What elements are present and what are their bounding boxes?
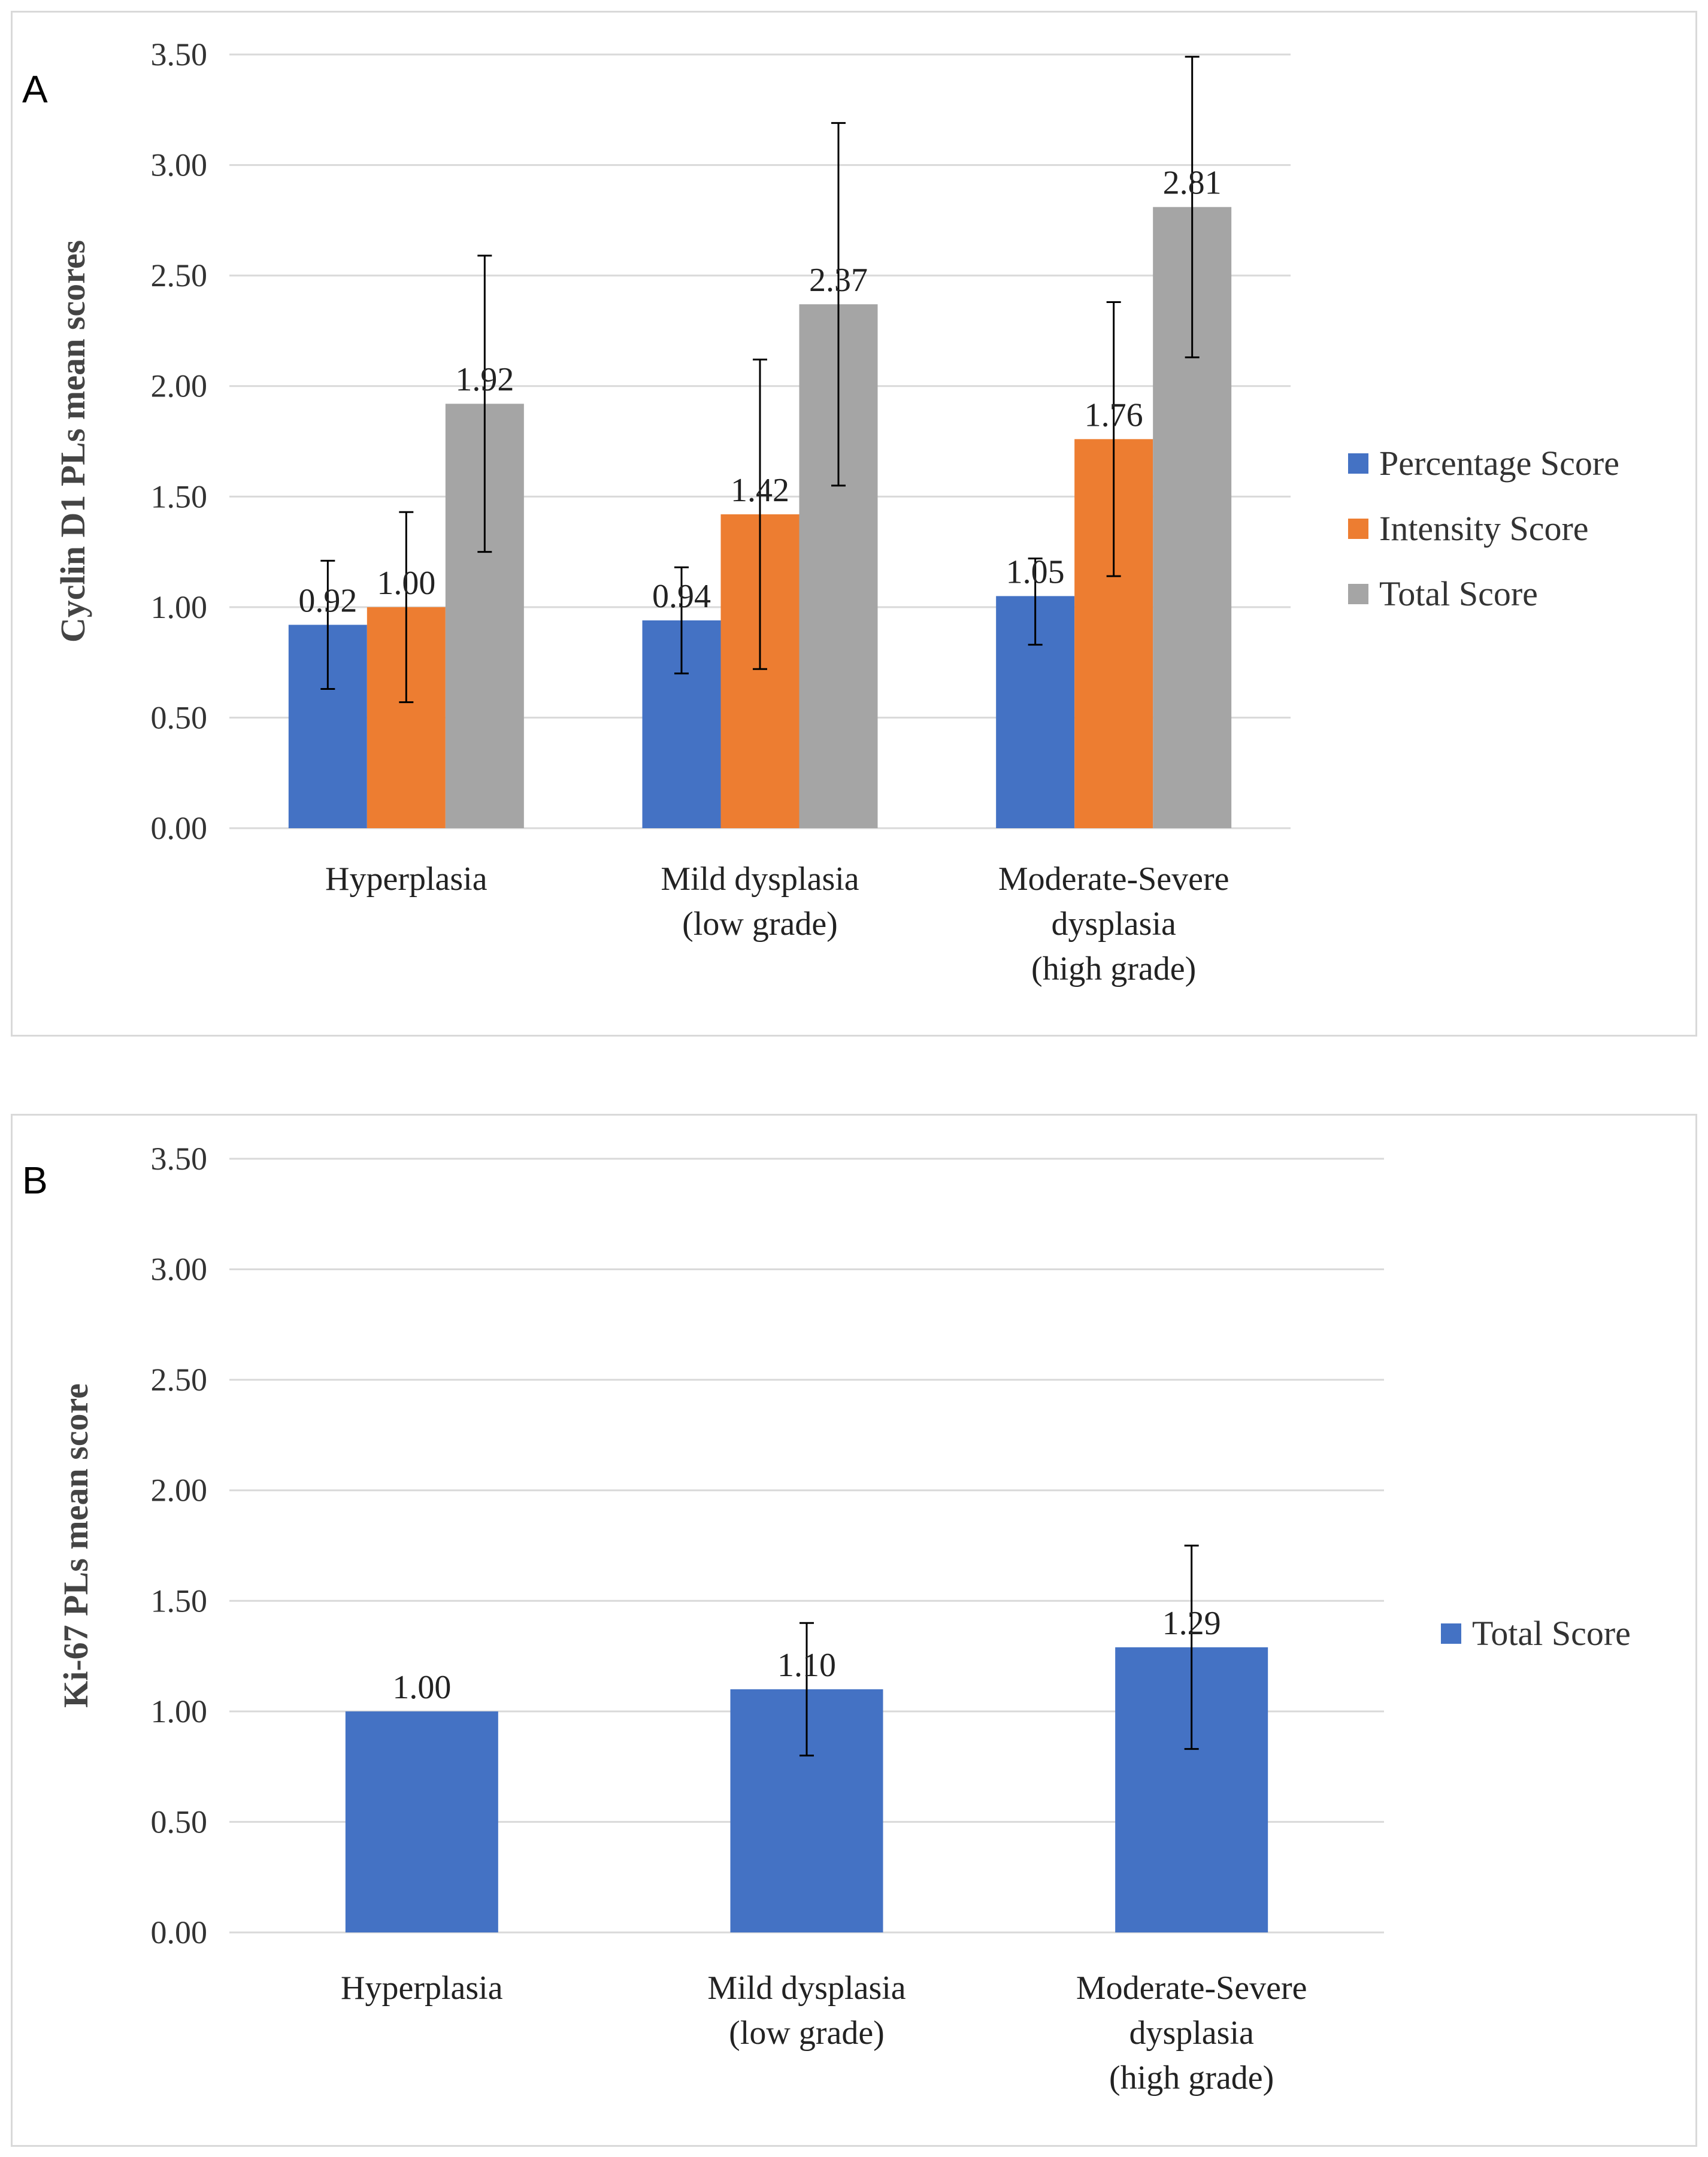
chart-panel-a: A 0.00 0.50 1.00 1.50 2.00 2.50 3.00 3.50 Cyclin… xyxy=(11,11,1697,1037)
legend-label: Intensity Score xyxy=(1379,509,1589,548)
category-label: Hyperplasia xyxy=(341,1970,503,2007)
category-label: Moderate-Severe xyxy=(998,861,1229,898)
data-label: 1.00 xyxy=(392,1669,451,1706)
data-label: 0.94 xyxy=(652,578,711,615)
y-axis-label: Cyclin D1 PLs mean scores xyxy=(53,240,92,643)
y-tick-label: 1.00 xyxy=(151,1694,208,1729)
category-label: Mild dysplasia xyxy=(707,1970,906,2007)
legend-label: Total Score xyxy=(1472,1614,1631,1653)
legend-swatch xyxy=(1348,453,1368,474)
data-label: 2.37 xyxy=(809,262,868,299)
y-tick-label: 1.00 xyxy=(151,589,208,625)
cyclin-d1-chart: A 0.00 0.50 1.00 1.50 2.00 2.50 3.00 3.50 Cyclin… xyxy=(22,37,1619,987)
category-label: Moderate-Severe xyxy=(1076,1970,1307,2007)
legend-label: Percentage Score xyxy=(1379,444,1619,483)
y-tick-label: 3.50 xyxy=(151,1141,208,1177)
data-label: 1.76 xyxy=(1085,396,1143,434)
category-label: (high grade) xyxy=(1109,2059,1274,2097)
y-tick-label: 0.00 xyxy=(151,1914,208,1950)
data-label: 1.00 xyxy=(377,565,435,602)
data-label: 1.42 xyxy=(731,472,789,509)
y-tick-label: 3.00 xyxy=(151,147,208,183)
bar xyxy=(345,1711,498,1932)
y-tick-label: 0.00 xyxy=(151,810,208,846)
legend-swatch xyxy=(1348,584,1368,604)
category-label: (low grade) xyxy=(729,2014,885,2052)
y-tick-label: 2.00 xyxy=(151,1473,208,1508)
data-label: 1.29 xyxy=(1162,1605,1221,1642)
y-tick-label: 1.50 xyxy=(151,478,208,514)
data-label: 1.92 xyxy=(455,361,514,398)
data-label: 1.05 xyxy=(1006,553,1065,590)
ki67-chart: B 0.00 0.50 1.00 1.50 2.00 2.50 3.00 3.50 Ki-67 … xyxy=(22,1141,1631,2097)
panel-label-a: A xyxy=(22,68,48,111)
y-tick-label: 0.50 xyxy=(151,699,208,735)
y-tick-label: 3.50 xyxy=(151,37,208,72)
legend-swatch xyxy=(1348,519,1368,539)
y-axis-label: Ki-67 PLs mean score xyxy=(56,1383,95,1708)
legend-swatch xyxy=(1441,1623,1461,1644)
panel-label-b: B xyxy=(22,1159,48,1202)
category-label: dysplasia xyxy=(1051,905,1176,943)
y-tick-label: 2.00 xyxy=(151,368,208,404)
y-tick-label: 1.50 xyxy=(151,1583,208,1619)
category-label: dysplasia xyxy=(1129,2014,1254,2052)
data-label: 0.92 xyxy=(298,582,357,619)
legend-label: Total Score xyxy=(1379,574,1538,613)
data-label: 2.81 xyxy=(1163,165,1222,202)
chart-panel-b: B 0.00 0.50 1.00 1.50 2.00 2.50 3.00 3.50 Ki-67 … xyxy=(11,1114,1697,2147)
data-label: 1.10 xyxy=(777,1647,836,1684)
category-label: (low grade) xyxy=(682,905,838,943)
y-tick-label: 0.50 xyxy=(151,1804,208,1840)
y-tick-label: 2.50 xyxy=(151,257,208,293)
category-label: (high grade) xyxy=(1031,950,1196,987)
y-tick-label: 2.50 xyxy=(151,1362,208,1398)
y-tick-label: 3.00 xyxy=(151,1252,208,1287)
category-label: Hyperplasia xyxy=(325,861,487,898)
category-label: Mild dysplasia xyxy=(661,861,859,898)
